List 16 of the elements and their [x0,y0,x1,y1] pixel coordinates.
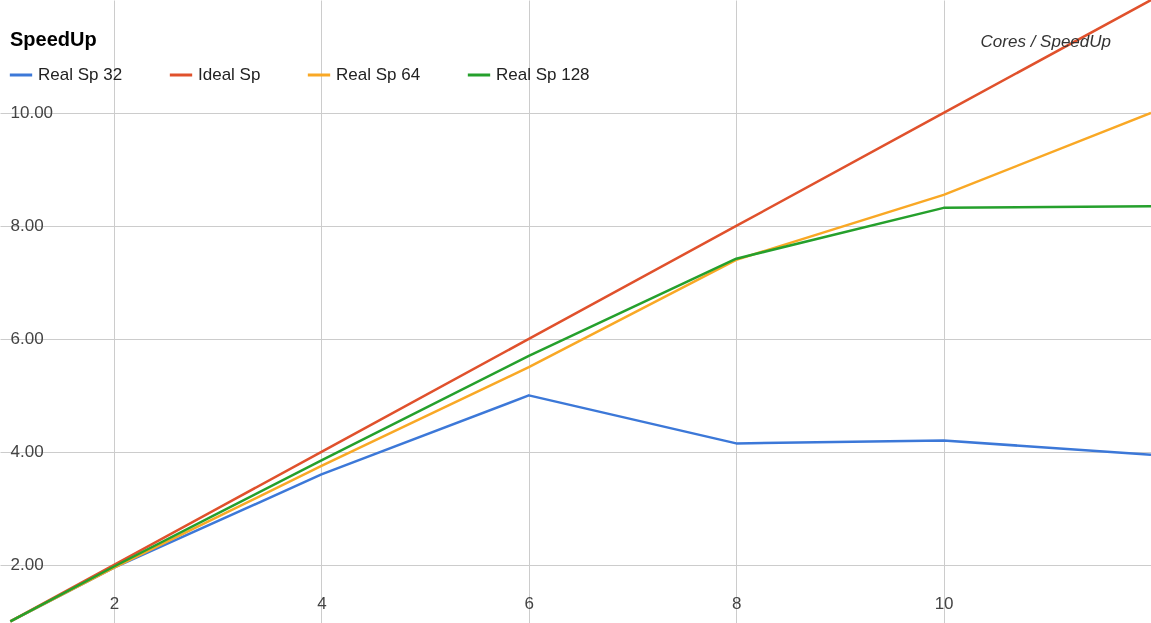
y-tick-label: 6.00 [10,329,44,349]
x-tick-label: 2 [109,593,120,613]
legend-label: Real Sp 32 [38,65,123,84]
legend-label: Real Sp 128 [496,65,590,84]
x-tick-label: 6 [524,593,535,613]
x-tick-label: 4 [317,593,327,613]
x-tick-label: 8 [731,593,742,613]
y-tick-label: 8.00 [10,216,44,236]
text: SpeedUp [10,28,97,50]
x-tick-label: 10 [934,593,954,613]
line-series [9,204,1151,623]
legend-label: Ideal Sp [198,65,261,84]
legend-label: Real Sp 64 [336,65,421,84]
y-tick-label: 2.00 [10,555,44,575]
y-tick-label: 4.00 [10,442,44,462]
y-tick-label: 10.00 [10,103,54,123]
